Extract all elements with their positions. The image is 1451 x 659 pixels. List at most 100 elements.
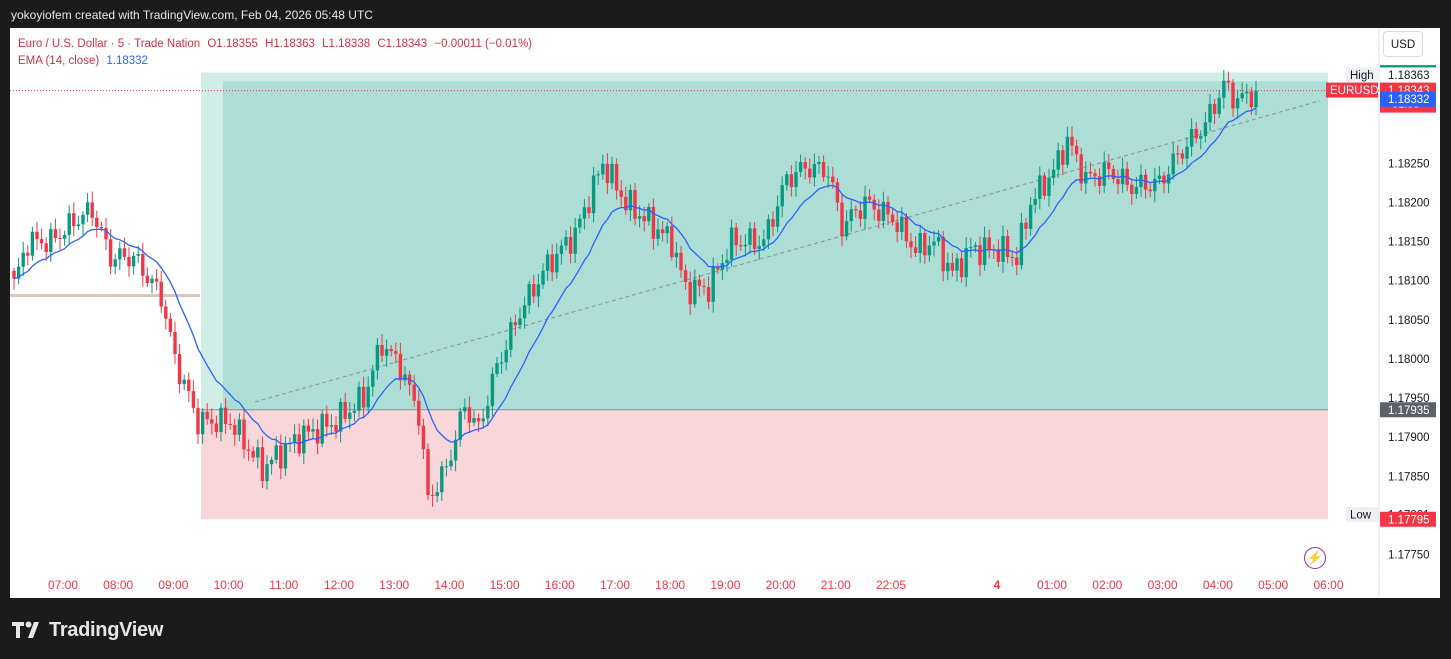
candle-body bbox=[545, 254, 550, 271]
candle-body bbox=[371, 370, 375, 387]
candle-body bbox=[946, 262, 950, 272]
candle-body bbox=[403, 374, 407, 381]
candle-body bbox=[840, 202, 844, 237]
candle-body bbox=[872, 199, 876, 210]
candle-body bbox=[44, 243, 48, 252]
candle-body bbox=[812, 164, 817, 178]
x-tick-label: 10:00 bbox=[214, 578, 244, 592]
candle-body bbox=[338, 401, 343, 432]
ema-indicator-label[interactable]: EMA (14, close) bbox=[18, 55, 100, 67]
candle-body bbox=[49, 229, 53, 252]
ohlc-high: H1.18363 bbox=[265, 38, 315, 50]
candle-body bbox=[614, 163, 619, 191]
candle-body bbox=[1042, 175, 1047, 196]
candle-body bbox=[679, 252, 683, 271]
currency-button[interactable]: USD bbox=[1383, 31, 1423, 57]
ohlc-close: C1.18343 bbox=[377, 38, 428, 50]
candle-body bbox=[587, 207, 591, 214]
price-chart[interactable]: 1.18250 1.18200 1.18150 1.18100 1.18050 1.180… bbox=[10, 28, 1440, 598]
x-tick-label: 03:00 bbox=[1148, 578, 1178, 592]
profit-zone-cap bbox=[223, 72, 1328, 82]
candle-body bbox=[1245, 91, 1249, 94]
candle-body bbox=[670, 226, 674, 258]
candle-body bbox=[895, 222, 899, 232]
lightning-icon[interactable]: ⚡ bbox=[1304, 547, 1326, 569]
candle-body bbox=[256, 447, 260, 458]
candle-body bbox=[265, 464, 269, 482]
candle-body bbox=[964, 248, 968, 278]
candle-body bbox=[821, 161, 826, 178]
candle-body bbox=[62, 234, 67, 239]
candle-body bbox=[849, 209, 853, 222]
candle-body bbox=[1185, 146, 1189, 159]
candle-body bbox=[375, 344, 380, 371]
y-tick-label: 1.17950 bbox=[1388, 393, 1430, 405]
candle-body bbox=[932, 241, 936, 246]
candle-body bbox=[628, 190, 633, 211]
candle-body bbox=[384, 348, 389, 356]
candle-body bbox=[58, 238, 62, 240]
x-tick-label: 14:00 bbox=[434, 578, 464, 592]
chart-panel[interactable]: 1.18250 1.18200 1.18150 1.18100 1.18050 1.180… bbox=[10, 28, 1440, 598]
candle-body bbox=[702, 286, 706, 288]
candle-body bbox=[518, 318, 522, 326]
candle-body bbox=[90, 202, 94, 218]
tradingview-brand-text: TradingView bbox=[49, 618, 164, 641]
candle-body bbox=[610, 163, 614, 184]
y-tick-label: 1.18200 bbox=[1388, 197, 1430, 209]
x-tick-label: 22:05 bbox=[876, 578, 906, 592]
candle-body bbox=[1139, 174, 1143, 188]
ohlc-low: L1.18338 bbox=[322, 38, 371, 50]
candle-body bbox=[472, 418, 476, 423]
candle-body bbox=[481, 418, 485, 422]
candle-body bbox=[95, 217, 99, 228]
ema-line bbox=[13, 107, 1257, 445]
candle-body bbox=[1047, 177, 1051, 196]
candle-body bbox=[81, 214, 85, 225]
x-tick-label: 04:00 bbox=[1203, 578, 1233, 592]
candle-body bbox=[674, 252, 679, 258]
candle-body bbox=[762, 239, 766, 247]
candle-body bbox=[467, 407, 472, 423]
candle-body bbox=[426, 449, 430, 495]
candle-body bbox=[1199, 136, 1203, 139]
candle-body bbox=[283, 444, 288, 469]
candle-body bbox=[412, 384, 416, 401]
candle-body bbox=[173, 331, 177, 355]
candle-body bbox=[122, 248, 127, 257]
candle-body bbox=[683, 270, 688, 283]
x-tick-label: 13:00 bbox=[379, 578, 409, 592]
candle-body bbox=[858, 210, 863, 219]
candle-body bbox=[302, 425, 306, 454]
candle-body bbox=[76, 224, 81, 227]
x-tick-label: 11:00 bbox=[269, 578, 298, 592]
price-label-stop bbox=[1380, 511, 1436, 527]
candle-body bbox=[555, 253, 559, 273]
candle-body bbox=[950, 262, 955, 271]
candle-body bbox=[453, 439, 458, 461]
price-label-high bbox=[1380, 67, 1436, 83]
candle-body bbox=[559, 245, 564, 254]
candle-body bbox=[417, 400, 421, 426]
candle-body bbox=[1226, 80, 1231, 83]
candle-body bbox=[1212, 104, 1217, 114]
candle-body bbox=[927, 245, 932, 256]
candle-body bbox=[642, 216, 646, 222]
candle-body bbox=[228, 423, 232, 425]
candle-body bbox=[26, 252, 30, 256]
candle-body bbox=[798, 162, 803, 172]
symbol-description[interactable]: Euro / U.S. Dollar · 5 · Trade Nation bbox=[18, 38, 201, 50]
x-tick-label: 17:00 bbox=[600, 578, 630, 592]
candle-body bbox=[1249, 91, 1254, 108]
candle-body bbox=[85, 202, 90, 215]
candle-body bbox=[844, 221, 849, 237]
candle-body bbox=[504, 349, 508, 363]
candle-body bbox=[1143, 174, 1148, 190]
candle-body bbox=[191, 391, 196, 408]
candle-body bbox=[1153, 178, 1157, 192]
candle-body bbox=[757, 246, 761, 249]
candle-body bbox=[30, 231, 35, 256]
candle-body bbox=[1194, 128, 1198, 139]
candle-body bbox=[1217, 97, 1221, 114]
candle-body bbox=[127, 256, 131, 267]
